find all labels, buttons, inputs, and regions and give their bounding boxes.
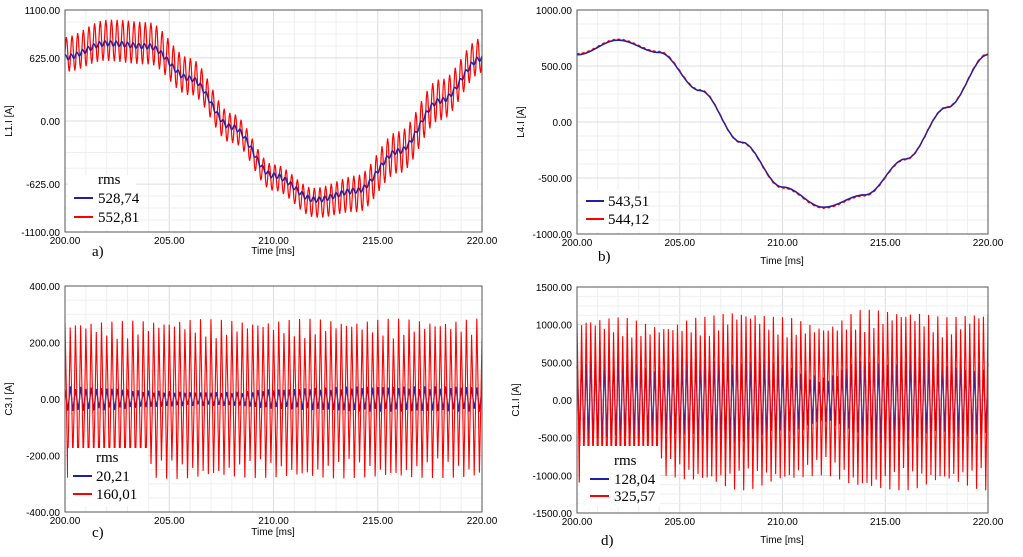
y-tick-label: 400.00	[29, 282, 60, 293]
panel-label: a)	[92, 244, 104, 260]
legend: rms 128,04 325,57	[580, 446, 660, 506]
x-tick-label: 210.00	[258, 516, 289, 527]
y-tick-label: 1100.00	[25, 6, 61, 17]
panel-label: b)	[598, 249, 611, 265]
y-tick-label: 0.00	[41, 117, 61, 128]
x-tick-label: 205.00	[664, 238, 695, 249]
y-tick-label: 625.00	[29, 54, 60, 65]
x-tick-label: 210.00	[767, 517, 798, 528]
x-tick-label: 205.00	[664, 517, 695, 528]
x-tick-label: 200.00	[50, 236, 81, 247]
x-tick-label: 220.00	[467, 516, 498, 527]
x-axis-label: Time [ms]	[760, 256, 804, 267]
y-tick-label: 1000.00	[536, 321, 573, 332]
x-tick-label: 205.00	[154, 236, 185, 247]
y-tick-label: 0.00	[553, 118, 573, 129]
y-axis-label: L4.I [A]	[516, 106, 527, 138]
legend-value-series-1: 128,04	[614, 472, 656, 488]
x-axis-label: Time [ms]	[251, 527, 295, 538]
y-tick-label: -1100.00	[21, 228, 60, 239]
x-tick-label: 215.00	[870, 517, 901, 528]
x-tick-label: 200.00	[562, 517, 593, 528]
x-tick-label: 200.00	[50, 516, 81, 527]
series-line-1	[576, 39, 989, 208]
y-tick-label: -500.00	[538, 174, 572, 185]
y-tick-label: 0.00	[41, 395, 61, 406]
y-tick-label: -1500.00	[533, 509, 573, 520]
legend-value-series-1: 528,74	[98, 191, 140, 207]
x-tick-label: 210.00	[258, 236, 289, 247]
y-tick-label: -500.00	[538, 434, 572, 445]
x-tick-label: 200.00	[562, 238, 593, 249]
x-tick-label: 215.00	[870, 238, 901, 249]
legend-value-series-2: 160,01	[96, 487, 137, 503]
legend: rms 20,21 160,01	[68, 448, 148, 506]
legend-value-series-2: 325,57	[614, 489, 656, 505]
x-axis-label: Time [ms]	[251, 246, 295, 257]
x-tick-label: 215.00	[362, 516, 393, 527]
y-axis-label: C3.I [A]	[4, 382, 15, 416]
x-tick-label: 215.00	[362, 236, 393, 247]
y-tick-label: -400.00	[26, 508, 60, 519]
series-line-2	[64, 19, 483, 218]
x-tick-label: 220.00	[973, 517, 1004, 528]
legend: 543,51 544,12	[580, 190, 649, 232]
y-tick-label: -625.00	[26, 180, 60, 191]
legend-title: rms	[98, 172, 121, 188]
x-tick-label: 205.00	[154, 516, 185, 527]
y-tick-label: -200.00	[26, 452, 60, 463]
y-tick-label: 1000.00	[536, 6, 573, 17]
panel-label: c)	[92, 525, 104, 541]
legend: rms 528,74 552,81	[68, 172, 140, 230]
y-tick-label: 500.00	[541, 358, 572, 369]
legend-value-series-1: 20,21	[96, 469, 130, 485]
legend-title: rms	[96, 450, 119, 466]
legend-title: rms	[614, 453, 637, 469]
legend-value-series-2: 544,12	[608, 212, 649, 228]
chart-panel-b: 200.00 205.00 210.00 215.00 220.00 1000.00 500…	[516, 6, 1004, 267]
x-tick-label: 220.00	[973, 238, 1004, 249]
y-tick-label: 200.00	[29, 339, 60, 350]
x-tick-label: 220.00	[467, 236, 498, 247]
panel-label: d)	[601, 533, 614, 549]
series-line-1	[64, 39, 483, 204]
chart-panel-a: 200.00 205.00 210.00 215.00 220.00 1100.00 625…	[4, 6, 498, 260]
series-line-2	[64, 318, 483, 479]
series-line-2	[576, 309, 989, 491]
legend-value-series-1: 543,51	[608, 194, 649, 210]
x-axis-label: Time [ms]	[760, 535, 804, 546]
y-tick-label: -1000.00	[533, 230, 573, 241]
legend-value-series-2: 552,81	[98, 210, 139, 226]
y-axis-label: C1.I [A]	[511, 383, 522, 417]
chart-panel-d: 200.00 205.00 210.00 215.00 220.00 1500.00 100…	[511, 283, 1004, 549]
y-axis-label: L1.I [A]	[4, 105, 15, 137]
y-tick-label: 0.00	[553, 396, 573, 407]
chart-panel-c: 200.00 205.00 210.00 215.00 220.00 400.00 200.…	[4, 282, 498, 541]
y-tick-label: 500.00	[541, 62, 572, 73]
x-tick-label: 210.00	[767, 238, 798, 249]
y-tick-label: 1500.00	[536, 283, 573, 294]
y-tick-label: -1000.00	[533, 471, 573, 482]
